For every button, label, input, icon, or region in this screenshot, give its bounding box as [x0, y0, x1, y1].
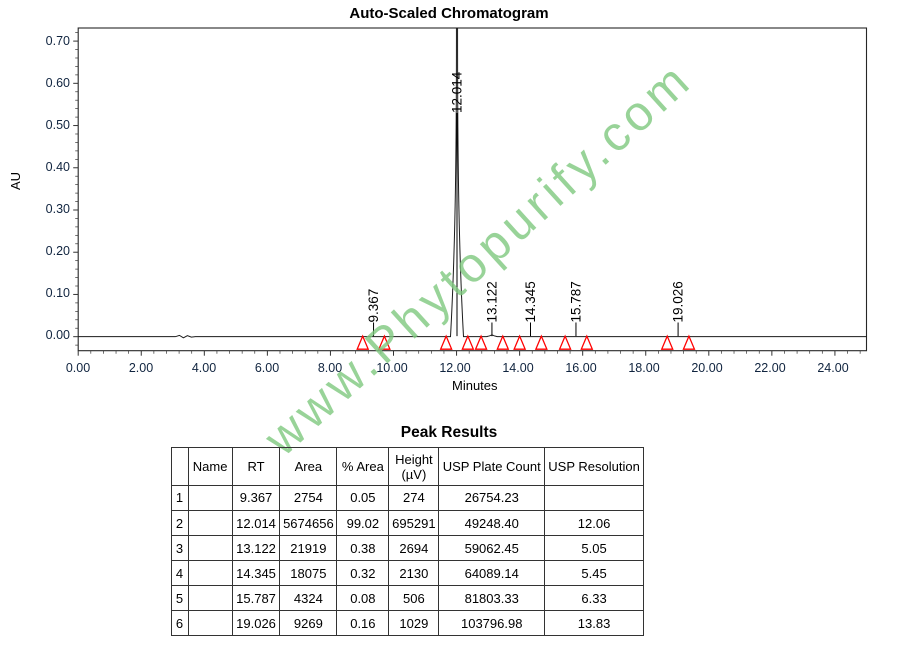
svg-text:12.014: 12.014	[450, 71, 465, 113]
svg-text:15.787: 15.787	[568, 281, 583, 322]
svg-text:19.026: 19.026	[671, 281, 686, 322]
svg-text:14.345: 14.345	[523, 281, 538, 322]
